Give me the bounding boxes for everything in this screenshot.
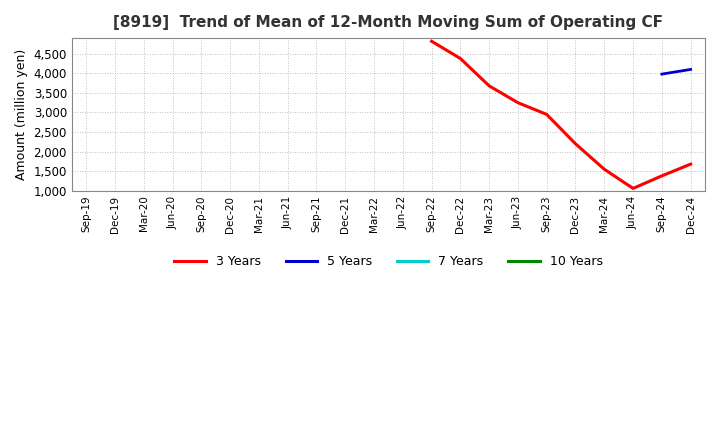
Legend: 3 Years, 5 Years, 7 Years, 10 Years: 3 Years, 5 Years, 7 Years, 10 Years bbox=[169, 250, 608, 273]
Y-axis label: Amount (million yen): Amount (million yen) bbox=[15, 49, 28, 180]
Title: [8919]  Trend of Mean of 12-Month Moving Sum of Operating CF: [8919] Trend of Mean of 12-Month Moving … bbox=[113, 15, 663, 30]
